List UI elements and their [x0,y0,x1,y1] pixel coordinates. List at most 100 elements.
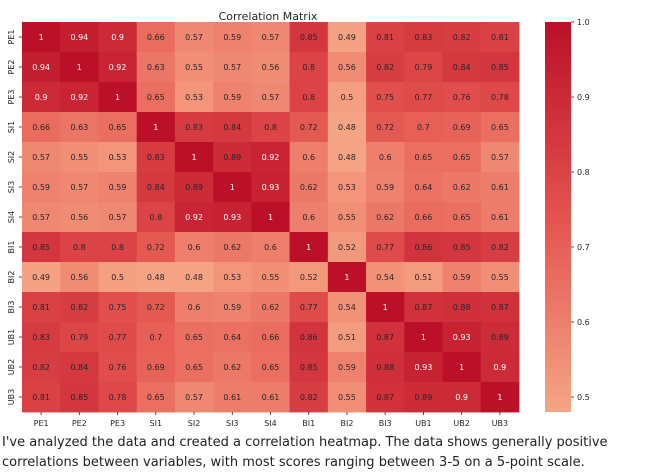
cell-value-label: 0.84 [453,63,471,72]
heatmap-cell [174,82,214,113]
heatmap-cell [136,112,176,143]
heatmap-cell [213,142,252,173]
heatmap-cell [251,52,291,83]
heatmap-cell [366,202,405,233]
heatmap-cell [60,262,99,293]
cell-value-label: 0.59 [453,273,471,282]
heatmap-cell [289,82,329,113]
cell-value-label: 0.77 [415,93,433,102]
cell-value-label: 0.83 [415,33,433,42]
y-tick-label: PE2 [7,60,16,75]
cell-value-label: 0.59 [338,363,356,372]
cell-value-label: 0.8 [302,63,315,72]
heatmap-cell [98,292,138,323]
y-tick-label: BI3 [7,301,16,314]
cell-value-label: 0.87 [376,333,394,342]
cell-value-label: 0.64 [415,183,433,192]
y-tick-label: UB1 [7,329,16,345]
cell-value-label: 0.66 [32,123,50,132]
cell-value-label: 0.6 [188,243,201,252]
cell-value-label: 0.65 [453,153,471,162]
heatmap-cell [60,292,99,323]
cell-value-label: 1 [459,363,464,372]
cell-value-label: 0.65 [147,393,165,402]
cell-value-label: 0.48 [338,153,356,162]
cell-value-label: 0.9 [35,93,48,102]
cell-value-label: 0.85 [453,243,471,252]
heatmap-cell [174,352,214,383]
heatmap-cell [366,322,405,353]
heatmap-cell [251,262,291,293]
cell-value-label: 0.78 [491,93,509,102]
heatmap-cell [404,292,443,323]
cell-value-label: 1 [344,273,349,282]
heatmap-cell [213,52,252,83]
cell-value-label: 0.55 [70,153,88,162]
heatmap-cell [98,232,138,263]
cell-value-label: 1 [191,153,196,162]
cell-value-label: 0.65 [147,93,165,102]
cell-value-label: 0.57 [109,213,127,222]
heatmap-cell [289,352,329,383]
heatmap-cell [404,352,443,383]
cell-value-label: 0.57 [223,63,241,72]
cell-value-label: 0.76 [109,363,127,372]
heatmap-cell [60,322,99,353]
colorbar: 0.5 0.6 0.7 0.8 0.9 1.0 [545,18,590,412]
cell-value-label: 1 [383,303,388,312]
cell-value-label: 0.57 [32,213,50,222]
colorbar-tick-label: 0.8 [577,168,590,177]
cell-value-label: 0.59 [376,183,394,192]
heatmap-cell [22,52,61,83]
heatmap-cell [327,22,367,53]
heatmap-cell [480,112,520,143]
cell-value-label: 0.61 [223,393,241,402]
cell-value-label: 0.64 [223,333,241,342]
cell-value-label: 0.92 [109,63,127,72]
cell-value-label: 1 [230,183,235,192]
heatmap-cell [404,202,443,233]
cell-value-label: 0.81 [376,33,394,42]
heatmap-cell [404,82,443,113]
cell-value-label: 0.89 [223,153,241,162]
cell-value-label: 0.75 [109,303,127,312]
heatmap-cell [480,292,520,323]
cell-value-label: 0.82 [70,303,88,312]
cell-value-label: 0.51 [415,273,433,282]
cell-value-label: 0.81 [32,303,50,312]
heatmap-cell [174,382,214,413]
heatmap-cell [366,382,405,413]
heatmap-cell [213,292,252,323]
heatmap-cell [213,382,252,413]
heatmap-cell [22,142,61,173]
cell-value-label: 0.84 [223,123,241,132]
cell-value-label: 0.57 [185,33,203,42]
heatmap-cell [22,112,61,143]
heatmap-cell [480,202,520,233]
cell-value-label: 0.57 [70,183,88,192]
heatmap-cell [22,382,61,413]
cell-value-label: 0.62 [262,303,280,312]
heatmap-cell [251,352,291,383]
cell-value-label: 1 [153,123,158,132]
cell-value-label: 0.53 [109,153,127,162]
heatmap-cell [480,262,520,293]
cell-value-label: 0.8 [149,213,162,222]
heatmap-cell [442,22,482,53]
cell-value-label: 0.5 [341,93,354,102]
cell-value-label: 0.56 [262,63,280,72]
heatmap-cell [60,202,99,233]
cell-value-label: 0.82 [32,363,50,372]
heatmap-cell [404,262,443,293]
cell-value-label: 0.82 [453,33,471,42]
cell-value-label: 0.48 [185,273,203,282]
heatmap-cell [327,142,367,173]
heatmap-cell [98,352,138,383]
x-tick-label: SI1 [150,419,163,428]
cell-value-label: 0.92 [262,153,280,162]
assistant-message: I've analyzed the data and created a cor… [2,435,608,470]
heatmap-cell [251,172,291,203]
heatmap-cell [22,322,61,353]
heatmap-cell [404,22,443,53]
cell-value-label: 0.84 [70,363,88,372]
